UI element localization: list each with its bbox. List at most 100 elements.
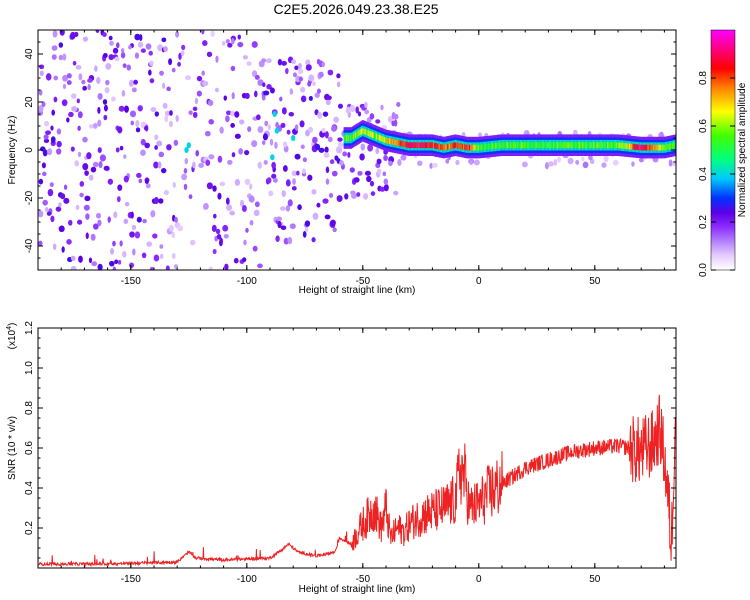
heatmap-cell <box>348 135 350 141</box>
heatmap-cell <box>105 63 112 70</box>
heatmap-cell <box>548 142 551 149</box>
heatmap-cell <box>164 115 169 123</box>
heatmap-cell <box>562 142 565 149</box>
heatmap-cell <box>563 142 566 149</box>
heatmap-cell <box>399 140 401 147</box>
heatmap-cell <box>328 192 334 199</box>
heatmap-cell <box>90 166 97 173</box>
heatmap-cell <box>566 142 568 149</box>
heatmap-cell <box>269 138 274 146</box>
heatmap-cell <box>364 128 366 135</box>
heatmap-cell <box>38 240 43 246</box>
heatmap-cell <box>369 130 371 137</box>
heatmap-cell <box>129 231 135 238</box>
heatmap-cell <box>540 142 543 149</box>
heatmap-cell <box>185 75 192 81</box>
heatmap-cell <box>89 124 94 129</box>
heatmap-cell <box>670 143 673 150</box>
heatmap-cell <box>279 96 283 102</box>
heatmap-cell <box>414 142 416 149</box>
heatmap-cell <box>44 120 50 127</box>
heatmap-cell <box>270 154 275 161</box>
heatmap-cell <box>103 114 108 121</box>
heatmap-cell <box>263 160 268 165</box>
heatmap-cell <box>379 186 386 192</box>
heatmap-cell <box>308 126 314 133</box>
heatmap-cell <box>264 120 269 127</box>
heatmap-cell <box>68 219 73 226</box>
heatmap-cell <box>364 109 370 115</box>
heatmap-cell <box>545 142 547 149</box>
heatmap-cell <box>336 81 341 88</box>
heatmap-cell <box>305 64 312 71</box>
y-tick-label: 0.8 <box>24 401 35 415</box>
heatmap-cell <box>322 111 329 117</box>
heatmap-cell <box>369 180 375 187</box>
heatmap-cell <box>162 102 168 109</box>
heatmap-cell <box>492 143 494 150</box>
heatmap-cell <box>38 89 43 96</box>
heatmap-cell <box>282 141 288 148</box>
heatmap-cell <box>253 209 260 217</box>
heatmap-cell <box>409 142 412 149</box>
heatmap-cell <box>425 142 428 149</box>
heatmap-cell <box>667 144 669 150</box>
heatmap-cell <box>413 142 415 149</box>
heatmap-cell <box>400 154 407 161</box>
svg-text:(x104): (x104) <box>6 323 18 350</box>
heatmap-cell <box>166 86 171 92</box>
heatmap-cell <box>485 144 487 150</box>
heatmap-cell <box>92 122 98 129</box>
heatmap-cell <box>343 135 345 141</box>
heatmap-cell <box>612 142 615 149</box>
colorbar-tick-label: 0.2 <box>698 215 709 229</box>
heatmap-cell <box>234 111 240 118</box>
heatmap-cell <box>230 123 235 128</box>
heatmap-cell <box>560 142 562 149</box>
heatmap-cell <box>140 48 146 53</box>
snr-x-axis-label: Height of straight line (km) <box>299 584 416 595</box>
heatmap-cell <box>123 218 129 224</box>
heatmap-cell <box>365 129 367 136</box>
heatmap-cell <box>188 110 193 116</box>
heatmap-cell <box>585 142 588 149</box>
heatmap-cell <box>427 142 429 149</box>
heatmap-cell <box>434 142 436 149</box>
heatmap-cell <box>223 234 229 239</box>
heatmap-cell <box>307 81 312 87</box>
heatmap-cell <box>565 142 567 149</box>
heatmap-cell <box>401 140 403 147</box>
heatmap-cell <box>429 142 431 149</box>
heatmap-cell <box>331 125 337 132</box>
heatmap-cell <box>114 259 119 265</box>
heatmap-cell <box>569 142 572 149</box>
heatmap-cell <box>225 115 230 123</box>
heatmap-cell <box>362 127 364 134</box>
heatmap-cell <box>266 177 272 184</box>
heatmap-cell <box>642 144 645 151</box>
heatmap-cell <box>51 54 57 60</box>
heatmap-cell <box>206 182 213 190</box>
heatmap-cell <box>267 124 271 131</box>
heatmap-cell <box>198 163 205 169</box>
heatmap-cell <box>77 125 81 131</box>
heatmap-cell <box>156 140 163 147</box>
heatmap-cell <box>659 144 661 151</box>
heatmap-cell <box>257 79 264 86</box>
heatmap-cell <box>50 125 54 131</box>
heatmap-cell <box>141 252 147 259</box>
heatmap-cell <box>302 157 308 163</box>
heatmap-cell <box>117 184 123 191</box>
heatmap-cell <box>376 158 382 165</box>
spectrogram-y-ticks: -40 -20 0 20 40 <box>24 29 676 271</box>
heatmap-cell <box>257 126 264 133</box>
heatmap-cell <box>274 127 280 134</box>
heatmap-cell <box>374 133 377 139</box>
heatmap-cell <box>393 139 395 145</box>
heatmap-cell <box>505 142 508 149</box>
heatmap-cell <box>331 170 338 177</box>
heatmap-cell <box>122 63 127 68</box>
heatmap-cell <box>256 114 261 121</box>
heatmap-cell <box>215 228 221 235</box>
heatmap-cell <box>382 136 385 143</box>
